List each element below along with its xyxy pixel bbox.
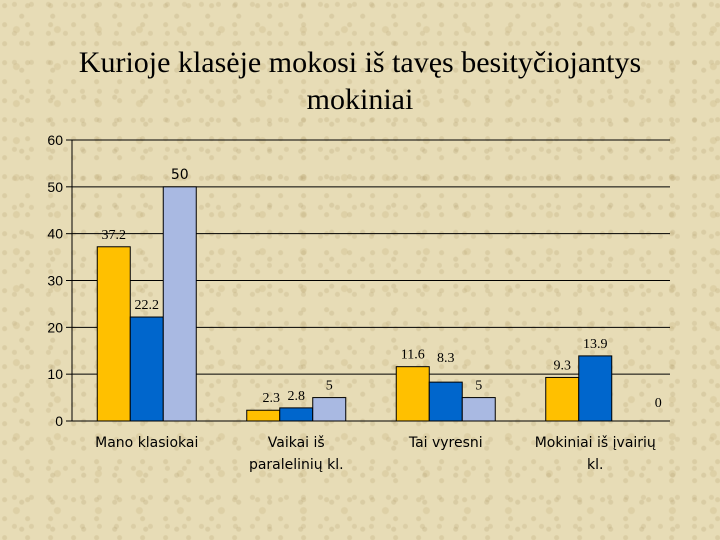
y-tick-label: 50 — [47, 179, 63, 195]
data-label: 50 — [171, 167, 189, 183]
data-label: 13.9 — [583, 337, 608, 352]
bar — [96, 246, 131, 422]
y-tick-label: 10 — [47, 366, 63, 382]
category-label: Mokiniai iš įvairių — [535, 435, 656, 451]
data-label: 22.2 — [135, 298, 160, 313]
bar — [395, 366, 430, 422]
data-label: 37.2 — [102, 228, 127, 243]
bar — [279, 407, 314, 422]
data-label: 0 — [655, 396, 662, 411]
y-tick-label: 40 — [47, 226, 63, 242]
y-tick-label: 30 — [47, 273, 63, 289]
category-label: paralelinių kl. — [249, 457, 344, 473]
category-label: kl. — [587, 457, 603, 473]
bar — [246, 409, 281, 422]
bar — [129, 316, 164, 422]
data-label: 8.3 — [437, 351, 455, 366]
data-label: 9.3 — [554, 358, 572, 373]
bar — [428, 381, 463, 422]
bar — [312, 397, 347, 422]
y-tick-label: 0 — [55, 413, 63, 429]
chart-title-line-2: mokiniai — [306, 83, 414, 116]
bar — [461, 397, 496, 422]
category-label: Vaikai iš — [268, 435, 325, 451]
chart-title: Kurioje klasėje mokosi iš tavęs besityči… — [0, 44, 720, 118]
data-label: 2.8 — [288, 389, 306, 404]
bar — [545, 376, 580, 422]
chart-title-line-1: Kurioje klasėje mokosi iš tavęs besityči… — [78, 46, 642, 79]
category-label: Mano klasiokai — [95, 435, 198, 451]
category-label: Tai vyresni — [408, 435, 483, 451]
bar — [162, 186, 197, 422]
y-tick-label: 20 — [47, 319, 63, 335]
bar — [578, 355, 613, 422]
data-label: 2.3 — [263, 391, 281, 406]
data-label: 5 — [326, 379, 333, 394]
data-label: 5 — [475, 379, 482, 394]
data-label: 11.6 — [401, 348, 425, 363]
y-tick-label: 60 — [47, 132, 63, 148]
